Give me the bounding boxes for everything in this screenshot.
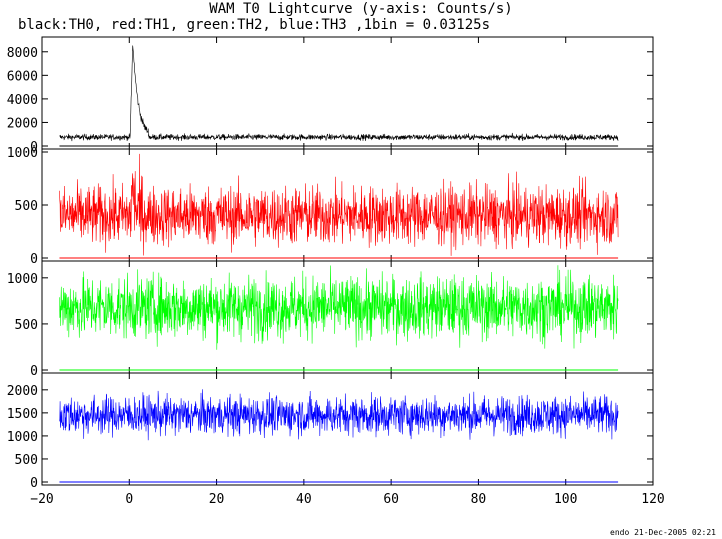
series-TH0 xyxy=(59,45,619,142)
ytick-label-TH1-1000: 1000 xyxy=(7,146,38,161)
xtick-label-40: 40 xyxy=(296,492,312,507)
chart-subtitle: black:TH0, red:TH1, green:TH2, blue:TH3 … xyxy=(18,17,491,33)
ytick-label-TH1-500: 500 xyxy=(15,199,38,214)
ytick-label-TH0-2000: 2000 xyxy=(7,116,38,131)
ytick-label-TH0-8000: 8000 xyxy=(7,46,38,61)
ytick-label-TH3-1500: 1500 xyxy=(7,407,38,422)
xtick-label--20: −20 xyxy=(30,492,53,507)
footer-stamp: endo 21-Dec-2005 02:21 xyxy=(610,528,716,537)
ytick-label-TH0-4000: 4000 xyxy=(7,93,38,108)
series-TH3 xyxy=(59,389,619,441)
ytick-label-TH1-0: 0 xyxy=(30,252,38,267)
xtick-label-80: 80 xyxy=(471,492,487,507)
xtick-label-20: 20 xyxy=(209,492,225,507)
series-TH2 xyxy=(59,265,619,350)
ytick-label-TH0-0: 0 xyxy=(30,140,38,155)
xtick-label-60: 60 xyxy=(383,492,399,507)
ytick-label-TH3-0: 0 xyxy=(30,476,38,491)
series-TH1 xyxy=(59,153,619,256)
ytick-label-TH2-500: 500 xyxy=(15,318,38,333)
xtick-label-100: 100 xyxy=(554,492,577,507)
panel-frame-TH3 xyxy=(41,372,654,486)
ytick-label-TH2-1000: 1000 xyxy=(7,272,38,287)
ytick-label-TH3-1000: 1000 xyxy=(7,430,38,445)
chart-title: WAM T0 Lightcurve (y-axis: Counts/s) xyxy=(209,1,513,17)
xtick-label-120: 120 xyxy=(641,492,664,507)
ytick-label-TH0-6000: 6000 xyxy=(7,69,38,84)
ytick-label-TH3-2000: 2000 xyxy=(7,384,38,399)
ytick-label-TH3-500: 500 xyxy=(15,453,38,468)
ytick-label-TH2-0: 0 xyxy=(30,364,38,379)
panel-frame-TH1 xyxy=(41,148,654,262)
xtick-label-0: 0 xyxy=(125,492,133,507)
